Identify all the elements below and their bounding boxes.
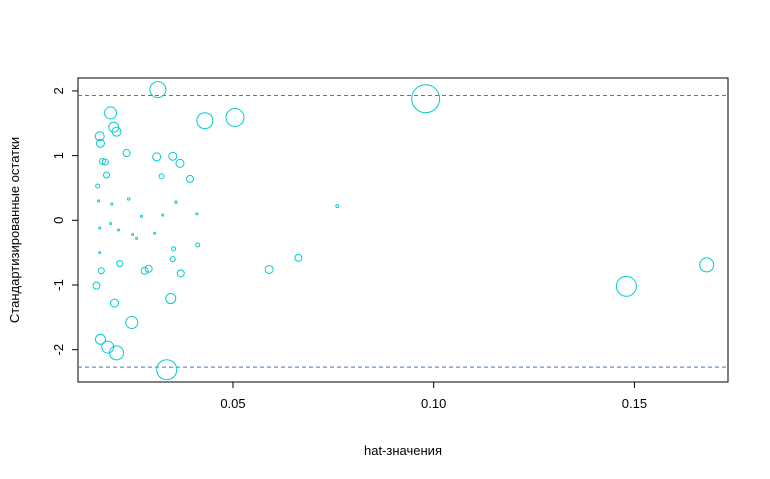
data-point [97, 267, 105, 275]
data-point [156, 359, 178, 381]
data-point [149, 81, 167, 99]
data-point [225, 107, 245, 127]
data-point [158, 173, 165, 180]
data-point [195, 212, 199, 216]
data-point [110, 298, 120, 308]
data-point [171, 246, 177, 252]
data-point [335, 204, 340, 209]
x-axis: 0.05 0.10 0.15 [220, 382, 647, 411]
data-point [98, 251, 102, 255]
x-tick-label: 0.05 [220, 396, 245, 411]
data-point [144, 264, 153, 273]
data-point [294, 253, 303, 262]
data-point [135, 236, 139, 240]
data-point [186, 174, 195, 183]
data-point [117, 228, 121, 232]
y-tick-label: -1 [51, 279, 66, 291]
data-point [101, 158, 109, 166]
data-point [94, 131, 105, 142]
data-point [699, 257, 715, 273]
data-point [109, 345, 125, 361]
data-point [95, 138, 105, 148]
data-points [92, 81, 715, 381]
data-point [111, 126, 122, 137]
y-tick-label: 2 [51, 87, 66, 94]
reference-lines [78, 94, 728, 368]
data-point [174, 200, 178, 204]
x-tick-label: 0.15 [622, 396, 647, 411]
data-point [96, 199, 100, 203]
data-point [195, 242, 201, 248]
y-tick-label: 0 [51, 217, 66, 224]
data-point [264, 264, 274, 274]
data-point [109, 222, 113, 226]
data-point [411, 84, 441, 114]
data-point [153, 231, 157, 235]
data-point [101, 340, 115, 354]
data-point [131, 233, 135, 237]
data-point [152, 152, 162, 162]
plot-frame [77, 77, 729, 383]
data-point [615, 275, 637, 297]
data-point [110, 202, 114, 206]
y-axis: -2 -1 0 1 2 [51, 87, 78, 355]
data-point [94, 333, 106, 345]
data-point [126, 197, 131, 201]
data-point [103, 171, 111, 179]
data-point [161, 213, 165, 217]
data-point [104, 106, 118, 120]
x-axis-title: hat-значения [364, 443, 442, 458]
y-axis-title: Стандартизированные остатки [7, 137, 22, 323]
data-point [125, 315, 139, 329]
data-point [98, 226, 102, 230]
data-point [176, 269, 185, 278]
data-point [165, 293, 177, 305]
data-point [95, 183, 101, 189]
x-tick-label: 0.10 [421, 396, 446, 411]
data-point [139, 214, 143, 218]
data-point [175, 158, 185, 168]
data-point [122, 149, 131, 158]
data-point [108, 121, 120, 133]
data-point [92, 281, 101, 290]
data-point [140, 266, 149, 275]
data-point [168, 151, 178, 161]
data-point [196, 112, 214, 130]
y-tick-label: 1 [51, 152, 66, 159]
y-tick-label: -2 [51, 344, 66, 356]
data-point [98, 157, 106, 165]
data-point [116, 260, 124, 268]
data-point [169, 256, 176, 263]
